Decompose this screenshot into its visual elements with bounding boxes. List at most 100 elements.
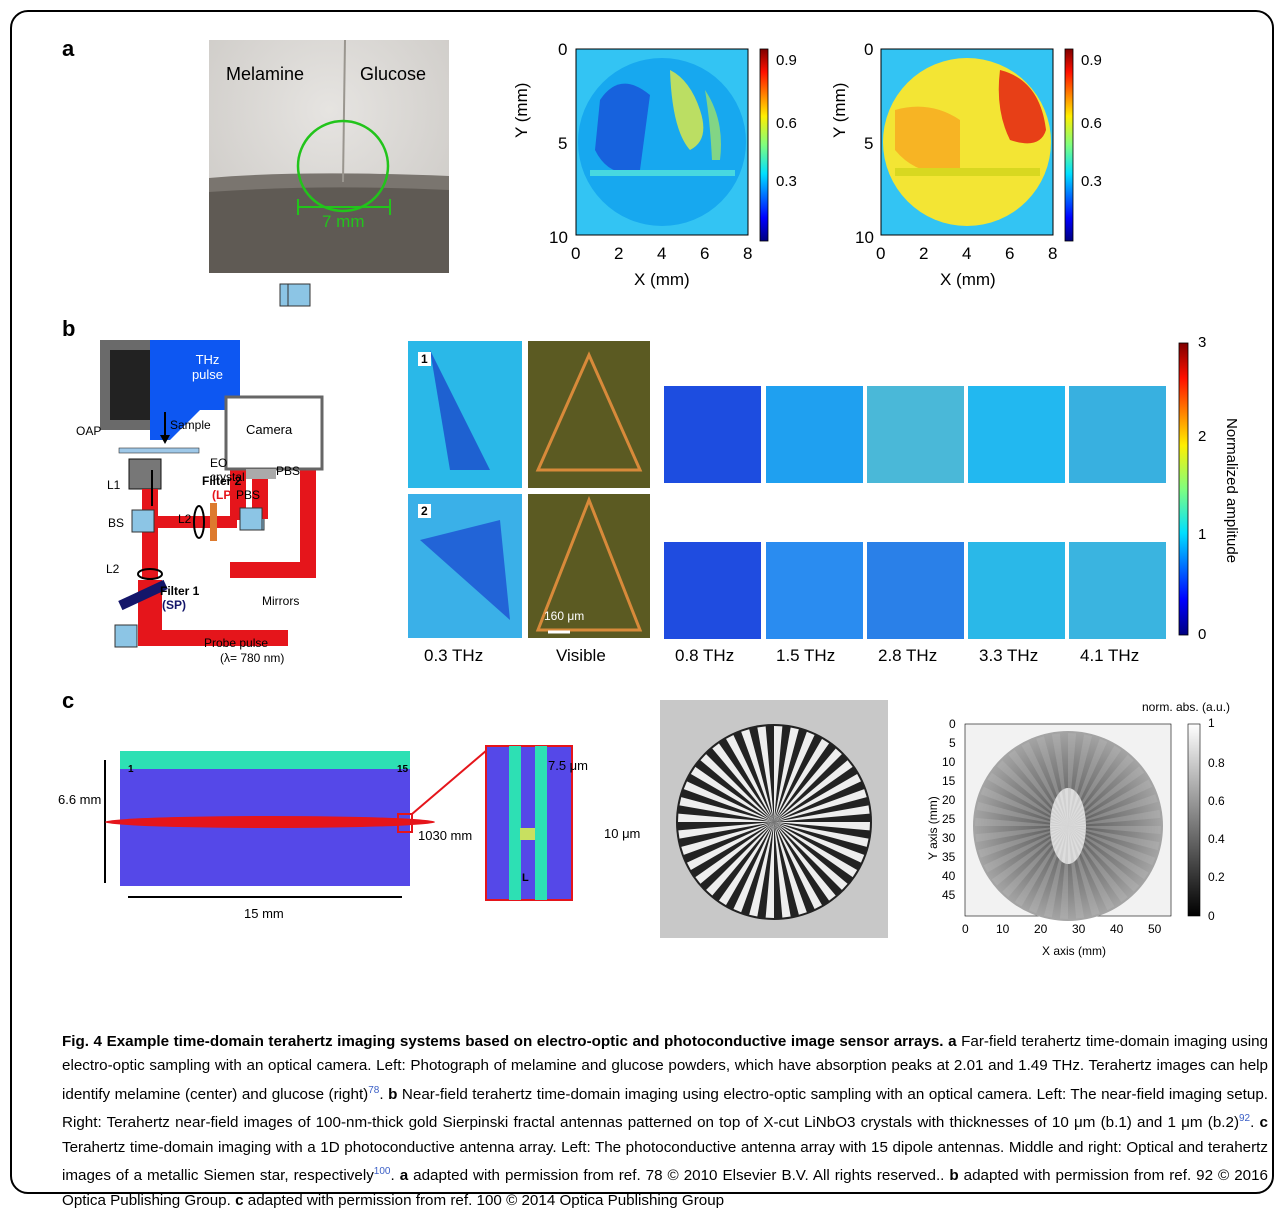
colorbar-b-label: Normalized amplitude [1223, 418, 1240, 564]
star-spoke [774, 822, 869, 847]
star-spoke [774, 822, 858, 878]
cbar-c-tick: 1 [1208, 716, 1215, 730]
star-spoke [683, 781, 774, 822]
map2-xtick: 4 [962, 244, 972, 263]
caption-credit-a: adapted with permission from ref. 78 © 2… [413, 1167, 945, 1185]
thz-star-spoke [1008, 749, 1068, 826]
map1-xtick: 0 [571, 244, 581, 263]
thz-star-spoke [980, 786, 1068, 826]
thz-star-spoke [991, 826, 1068, 886]
cbar-c-tick: 0.8 [1208, 756, 1225, 770]
thz-star-spoke [1068, 779, 1153, 826]
thz-star-spoke [1043, 826, 1068, 918]
figure-frame [10, 10, 1274, 1194]
star-spoke [678, 822, 774, 839]
cbar-b-tick: 1 [1198, 526, 1207, 543]
star-spoke [700, 754, 774, 822]
map-c-xtick: 10 [996, 922, 1010, 936]
cbar-a2-tick: 0.3 [1081, 173, 1102, 190]
star-spoke [774, 731, 815, 822]
antenna-array [104, 749, 488, 898]
star-spoke [774, 726, 783, 822]
caption-b-label: b [388, 1085, 398, 1103]
caption-title: Example time-domain terahertz imaging sy… [106, 1033, 944, 1050]
label-sample: Sample [170, 418, 211, 432]
map1-xtick: 4 [657, 244, 667, 263]
zoom-length: L [522, 872, 529, 884]
label-eo-crystal: EO crystal [210, 456, 245, 484]
thz-map-2 [880, 48, 1054, 236]
map-c-xtick: 20 [1034, 922, 1048, 936]
map-c-xlabel: X axis (mm) [1042, 944, 1106, 958]
thz-map-1 [575, 48, 749, 236]
cbar-b-tick: 0 [1198, 626, 1207, 643]
star-spoke [695, 822, 774, 884]
star-spoke [679, 797, 774, 822]
cbar-a1-tick: 0.3 [776, 173, 797, 190]
zoom-pad: 10 μm [604, 826, 641, 841]
star-spoke [678, 813, 774, 822]
caption-ref[interactable]: 100 [373, 1166, 391, 1178]
cbar-c-tick: 0.6 [1208, 794, 1225, 808]
map2-ytick: 0 [864, 40, 874, 59]
map1-xtick: 6 [700, 244, 710, 263]
label-l1: L1 [107, 478, 121, 492]
colorbar-c [1187, 723, 1201, 917]
star-spoke [774, 760, 853, 822]
thz-star-spoke [1068, 794, 1158, 826]
cbar-b-tick: 2 [1198, 428, 1207, 445]
cbar-c-tick: 0.2 [1208, 870, 1225, 884]
star-spoke [774, 748, 842, 822]
colorbar-a1 [759, 48, 769, 242]
map2-xlabel: X (mm) [940, 270, 996, 289]
caption-a-label: a [948, 1033, 957, 1050]
figure-caption: Fig. 4 Example time-domain terahertz ima… [62, 1033, 1269, 1209]
star-spoke [726, 734, 774, 822]
thz-star-spoke [983, 826, 1068, 873]
star-spoke [774, 822, 822, 910]
row-label-1: 1 [418, 352, 431, 366]
label-thz-pulse: THz pulse [191, 352, 224, 382]
cbar-a2-tick: 0.6 [1081, 115, 1102, 132]
thz-star-spoke [1068, 826, 1128, 903]
map-c-ytick: 20 [942, 793, 956, 807]
map2-xtick: 8 [1048, 244, 1058, 263]
label-filter1: Filter 1 [160, 584, 200, 598]
label-filter1-type: (SP) [162, 598, 186, 612]
caption-ref[interactable]: 92 [1239, 1113, 1251, 1125]
label-camera: Camera [246, 422, 293, 437]
freq-label: 0.3 THz [424, 646, 484, 665]
map2-ylabel: Y (mm) [830, 82, 849, 138]
star-spoke [774, 789, 867, 822]
label-l2: L2 [178, 512, 192, 526]
label-oap: OAP [76, 424, 102, 438]
caption-a-text: Far-field terahertz time-domain imaging … [62, 1033, 1268, 1103]
map-c-xtick: 50 [1148, 922, 1162, 936]
freq-label: Visible [556, 646, 606, 665]
thz-star-spoke [1068, 826, 1149, 880]
map2-ytick: 5 [864, 134, 874, 153]
thz-star-spoke [975, 817, 1068, 826]
map-c-ytick: 5 [949, 736, 956, 750]
thz-star-spoke [1068, 745, 1122, 826]
photo-scale-bar: 7 mm [322, 212, 365, 231]
star-spoke [706, 822, 774, 896]
caption-b-text: Near-field terahertz time-domain imaging… [62, 1085, 1269, 1132]
antenna-last: 15 [397, 764, 409, 775]
row-label-2: 2 [418, 504, 431, 518]
caption-ref[interactable]: 78 [368, 1084, 380, 1096]
sample-photo [209, 39, 449, 273]
thz-star-spoke [996, 760, 1068, 826]
freq-label: 4.1 THz [1080, 646, 1140, 665]
beam-length: 1030 mm [418, 828, 473, 843]
caption-credit-c: adapted with permission from ref. 100 © … [247, 1191, 725, 1209]
star-spoke [774, 738, 830, 822]
thz-star-spoke [1068, 826, 1140, 892]
label-mirrors: Mirrors [262, 594, 300, 608]
freq-label: 3.3 THz [979, 646, 1039, 665]
zoom-gap: 7.5 μm [548, 758, 589, 773]
credit-c-label: c [235, 1191, 244, 1209]
colorbar-a2 [1064, 48, 1074, 242]
setup-diagram [100, 283, 324, 648]
panel-label-a: a [62, 36, 75, 61]
